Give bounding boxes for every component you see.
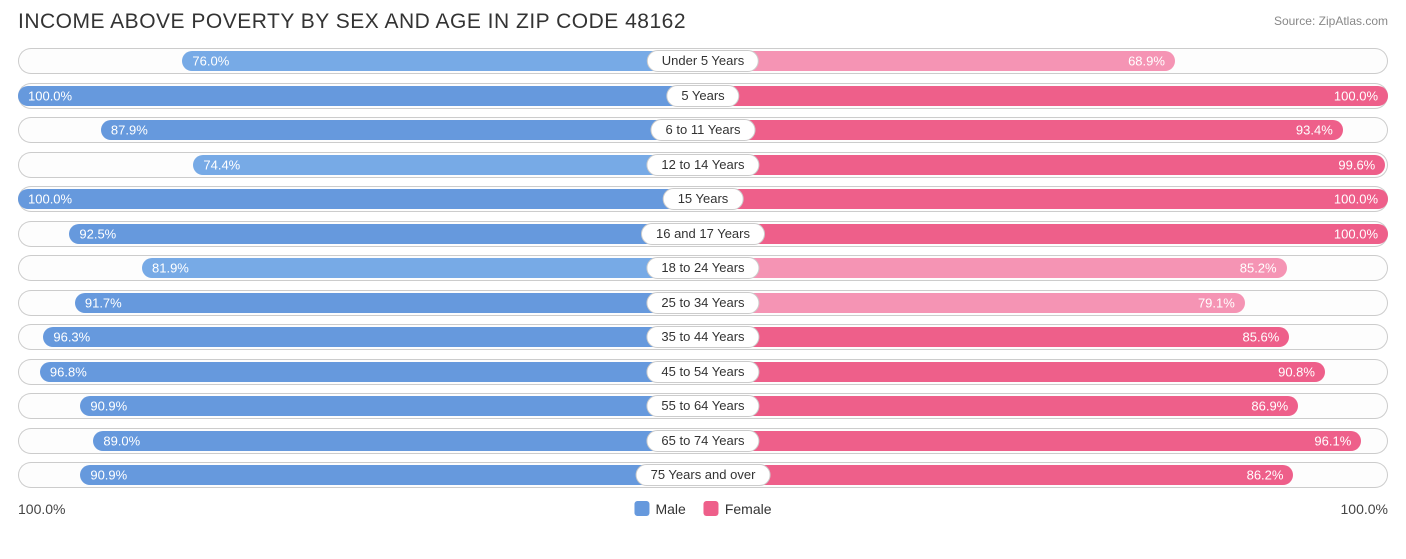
chart-row: 92.5% 100.0% 16 and 17 Years — [18, 221, 1388, 247]
bar-female: 96.1% — [703, 431, 1361, 451]
bar-value-male: 100.0% — [28, 88, 72, 103]
bar-male: 100.0% — [18, 189, 703, 209]
bar-value-female: 86.2% — [1247, 468, 1284, 483]
category-label: 6 to 11 Years — [651, 119, 756, 141]
chart-row: 87.9% 93.4% 6 to 11 Years — [18, 117, 1388, 143]
bar-value-male: 74.4% — [203, 157, 240, 172]
bar-value-male: 81.9% — [152, 261, 189, 276]
legend-label-male: Male — [655, 501, 685, 517]
legend-item-male: Male — [634, 501, 685, 517]
bar-male: 90.9% — [80, 396, 703, 416]
chart-row: 96.8% 90.8% 45 to 54 Years — [18, 359, 1388, 385]
bar-female: 99.6% — [703, 155, 1385, 175]
category-label: 35 to 44 Years — [646, 326, 759, 348]
bar-value-male: 87.9% — [111, 123, 148, 138]
category-label: Under 5 Years — [647, 50, 759, 72]
chart-footer: 100.0% Male Female 100.0% — [18, 497, 1388, 521]
chart-row: 91.7% 79.1% 25 to 34 Years — [18, 290, 1388, 316]
chart-row: 74.4% 99.6% 12 to 14 Years — [18, 152, 1388, 178]
axis-label-right: 100.0% — [1341, 501, 1388, 517]
bar-value-female: 85.2% — [1240, 261, 1277, 276]
chart-rows: 76.0% 68.9% Under 5 Years 100.0% 100.0% 5 Yea… — [18, 48, 1388, 488]
bar-male: 76.0% — [182, 51, 703, 71]
bar-female: 68.9% — [703, 51, 1175, 71]
bar-male: 90.9% — [80, 465, 703, 485]
legend-swatch-female — [704, 501, 719, 516]
chart-row: 76.0% 68.9% Under 5 Years — [18, 48, 1388, 74]
category-label: 16 and 17 Years — [641, 223, 765, 245]
category-label: 25 to 34 Years — [646, 292, 759, 314]
legend-swatch-male — [634, 501, 649, 516]
bar-female: 90.8% — [703, 362, 1325, 382]
bar-value-male: 90.9% — [90, 399, 127, 414]
chart-source: Source: ZipAtlas.com — [1274, 10, 1388, 28]
chart-row: 100.0% 100.0% 15 Years — [18, 186, 1388, 212]
bar-male: 91.7% — [75, 293, 703, 313]
chart-header: INCOME ABOVE POVERTY BY SEX AND AGE IN Z… — [18, 10, 1388, 34]
bar-value-female: 99.6% — [1338, 157, 1375, 172]
chart-container: INCOME ABOVE POVERTY BY SEX AND AGE IN Z… — [0, 0, 1406, 559]
bar-female: 79.1% — [703, 293, 1245, 313]
bar-male: 92.5% — [69, 224, 703, 244]
bar-female: 86.2% — [703, 465, 1293, 485]
bar-female: 100.0% — [703, 224, 1388, 244]
bar-value-female: 68.9% — [1128, 54, 1165, 69]
bar-value-female: 79.1% — [1198, 295, 1235, 310]
bar-value-male: 92.5% — [79, 226, 116, 241]
category-label: 55 to 64 Years — [646, 395, 759, 417]
legend-item-female: Female — [704, 501, 772, 517]
bar-value-female: 100.0% — [1334, 88, 1378, 103]
bar-value-female: 90.8% — [1278, 364, 1315, 379]
category-label: 65 to 74 Years — [646, 430, 759, 452]
bar-value-male: 76.0% — [192, 54, 229, 69]
bar-female: 100.0% — [703, 189, 1388, 209]
bar-male: 100.0% — [18, 86, 703, 106]
chart-row: 81.9% 85.2% 18 to 24 Years — [18, 255, 1388, 281]
category-label: 15 Years — [663, 188, 744, 210]
bar-female: 85.2% — [703, 258, 1287, 278]
bar-value-female: 96.1% — [1314, 433, 1351, 448]
bar-female: 93.4% — [703, 120, 1343, 140]
axis-label-left: 100.0% — [18, 501, 65, 517]
bar-female: 100.0% — [703, 86, 1388, 106]
legend-label-female: Female — [725, 501, 772, 517]
chart-row: 96.3% 85.6% 35 to 44 Years — [18, 324, 1388, 350]
chart-title: INCOME ABOVE POVERTY BY SEX AND AGE IN Z… — [18, 10, 686, 34]
category-label: 75 Years and over — [636, 464, 771, 486]
bar-value-female: 86.9% — [1251, 399, 1288, 414]
bar-value-female: 100.0% — [1334, 192, 1378, 207]
bar-value-male: 96.3% — [53, 330, 90, 345]
category-label: 5 Years — [666, 85, 739, 107]
bar-male: 74.4% — [193, 155, 703, 175]
bar-value-male: 100.0% — [28, 192, 72, 207]
chart-row: 89.0% 96.1% 65 to 74 Years — [18, 428, 1388, 454]
chart-row: 100.0% 100.0% 5 Years — [18, 83, 1388, 109]
bar-female: 85.6% — [703, 327, 1289, 347]
bar-male: 89.0% — [93, 431, 703, 451]
bar-value-male: 91.7% — [85, 295, 122, 310]
bar-value-male: 96.8% — [50, 364, 87, 379]
bar-male: 96.3% — [43, 327, 703, 347]
bar-value-female: 85.6% — [1242, 330, 1279, 345]
bar-value-male: 90.9% — [90, 468, 127, 483]
bar-value-male: 89.0% — [103, 433, 140, 448]
chart-row: 90.9% 86.2% 75 Years and over — [18, 462, 1388, 488]
bar-value-female: 100.0% — [1334, 226, 1378, 241]
category-label: 18 to 24 Years — [646, 257, 759, 279]
chart-legend: Male Female — [634, 501, 771, 517]
category-label: 12 to 14 Years — [646, 154, 759, 176]
bar-male: 96.8% — [40, 362, 703, 382]
category-label: 45 to 54 Years — [646, 361, 759, 383]
bar-male: 81.9% — [142, 258, 703, 278]
chart-row: 90.9% 86.9% 55 to 64 Years — [18, 393, 1388, 419]
bar-female: 86.9% — [703, 396, 1298, 416]
bar-male: 87.9% — [101, 120, 703, 140]
bar-value-female: 93.4% — [1296, 123, 1333, 138]
